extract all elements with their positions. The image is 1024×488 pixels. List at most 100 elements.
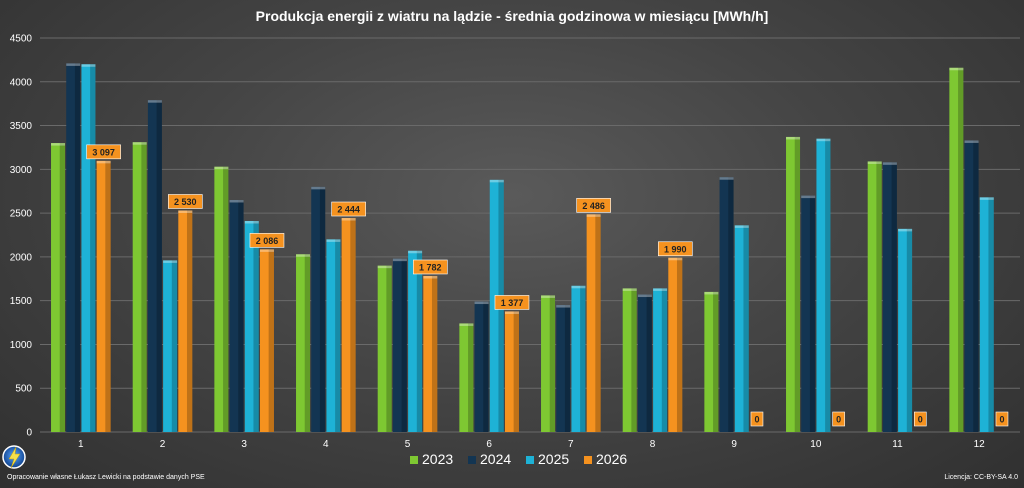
chart-gridlines: [40, 37, 1020, 433]
bar-body: [392, 258, 407, 432]
bar-shade: [141, 142, 147, 433]
bar-shade: [825, 138, 831, 432]
bar-2025-5: [408, 250, 423, 432]
data-label-box: [913, 411, 927, 427]
bar-body: [719, 177, 734, 432]
bar-2023-3: [214, 166, 229, 432]
bar-top: [622, 288, 637, 291]
bar-2024-11: [882, 162, 897, 432]
x-tick-label: 7: [568, 439, 574, 450]
bar-shade: [90, 64, 96, 433]
bar-top: [949, 67, 964, 71]
data-label-box: [249, 233, 285, 248]
x-axis: 1 2 3 4 5 6 7 8 9 10 11 12: [78, 439, 985, 450]
bar-top: [244, 220, 259, 224]
bar-body: [132, 142, 147, 433]
y-tick-label: 4000: [10, 77, 33, 88]
bar-shade: [304, 254, 311, 432]
bar-top: [734, 225, 749, 228]
bar-body: [816, 138, 831, 432]
data-label-text: 3 097: [92, 147, 115, 157]
data-label-box: [750, 411, 764, 427]
bar-2026-6: [504, 311, 519, 432]
bar-2023-2: [132, 142, 147, 433]
legend-item-2023: 2023: [410, 451, 453, 467]
bar-top: [474, 301, 489, 305]
data-label-text: 1 377: [501, 298, 524, 308]
bar-2025-2: [163, 260, 178, 432]
bar-top: [637, 294, 652, 298]
bar-shade: [809, 195, 816, 432]
bar-shade: [105, 160, 111, 432]
legend-swatch: [410, 456, 418, 464]
legend-item-2026: 2026: [584, 451, 627, 467]
data-label-text: 2 444: [337, 205, 360, 215]
bar-top: [867, 161, 882, 164]
bar-top: [341, 218, 356, 221]
bar-top: [326, 239, 341, 242]
bar-shade: [973, 140, 979, 432]
bar-top: [719, 177, 734, 180]
data-label-box: [657, 241, 693, 257]
bar-body: [229, 199, 244, 432]
bar-top: [556, 305, 571, 308]
data-label-text: 1 990: [664, 244, 687, 254]
data-label-12: 0: [995, 411, 1009, 427]
bar-2025-10: [816, 138, 831, 432]
bar-2026-5: [423, 275, 438, 432]
bar-2025-1: [81, 64, 96, 433]
bar-body: [556, 305, 571, 432]
license-note: Licencja: CC-BY-SA 4.0: [944, 474, 1018, 481]
bar-shade: [661, 288, 668, 432]
bar-2023-9: [704, 291, 719, 432]
data-label-2: 2 530: [168, 194, 203, 209]
bar-body: [377, 265, 392, 432]
bar-2023-11: [867, 161, 882, 432]
bar-shade: [794, 136, 801, 432]
data-label-box: [494, 295, 530, 310]
data-label-5: 1 782: [412, 259, 448, 275]
bar-shade: [743, 225, 749, 432]
bar-shade: [156, 100, 162, 433]
bar-top: [459, 323, 474, 326]
bar-body: [898, 228, 913, 432]
bar-2025-7: [571, 285, 586, 432]
bar-shade: [549, 295, 556, 432]
legend-item-2024: 2024: [468, 451, 511, 467]
bar-shade: [401, 258, 407, 432]
bar-body: [259, 249, 274, 432]
bar-top: [489, 179, 504, 183]
bar-body: [949, 67, 964, 432]
x-tick-label: 4: [323, 439, 329, 450]
bar-body: [964, 140, 979, 432]
bar-top: [668, 257, 683, 261]
legend-swatch: [468, 456, 476, 464]
bar-2024-12: [964, 140, 979, 432]
bar-top: [786, 136, 801, 140]
bar-top: [311, 186, 326, 190]
bar-2026-1: [96, 160, 111, 432]
bar-top: [259, 249, 274, 252]
bar-body: [244, 220, 259, 432]
bar-2025-11: [898, 228, 913, 432]
bar-top: [882, 162, 897, 165]
bar-body: [341, 218, 356, 432]
bar-shade: [564, 305, 571, 432]
x-tick-label: 3: [241, 439, 247, 450]
bar-2024-10: [801, 195, 816, 432]
data-label-box: [331, 201, 366, 217]
bar-shade: [728, 177, 734, 432]
source-note: Opracowanie własne Łukasz Lewicki na pod…: [7, 474, 205, 481]
bar-2024-4: [311, 186, 326, 432]
bar-body: [147, 100, 162, 433]
bar-body: [867, 161, 882, 432]
bar-shade: [988, 197, 994, 432]
bar-2024-9: [719, 177, 734, 432]
bar-shade: [223, 166, 229, 432]
bar-shade: [350, 218, 356, 432]
y-tick-label: 3500: [10, 121, 33, 132]
bar-top: [51, 143, 66, 146]
bar-top: [541, 295, 556, 298]
x-tick-label: 1: [78, 439, 84, 450]
